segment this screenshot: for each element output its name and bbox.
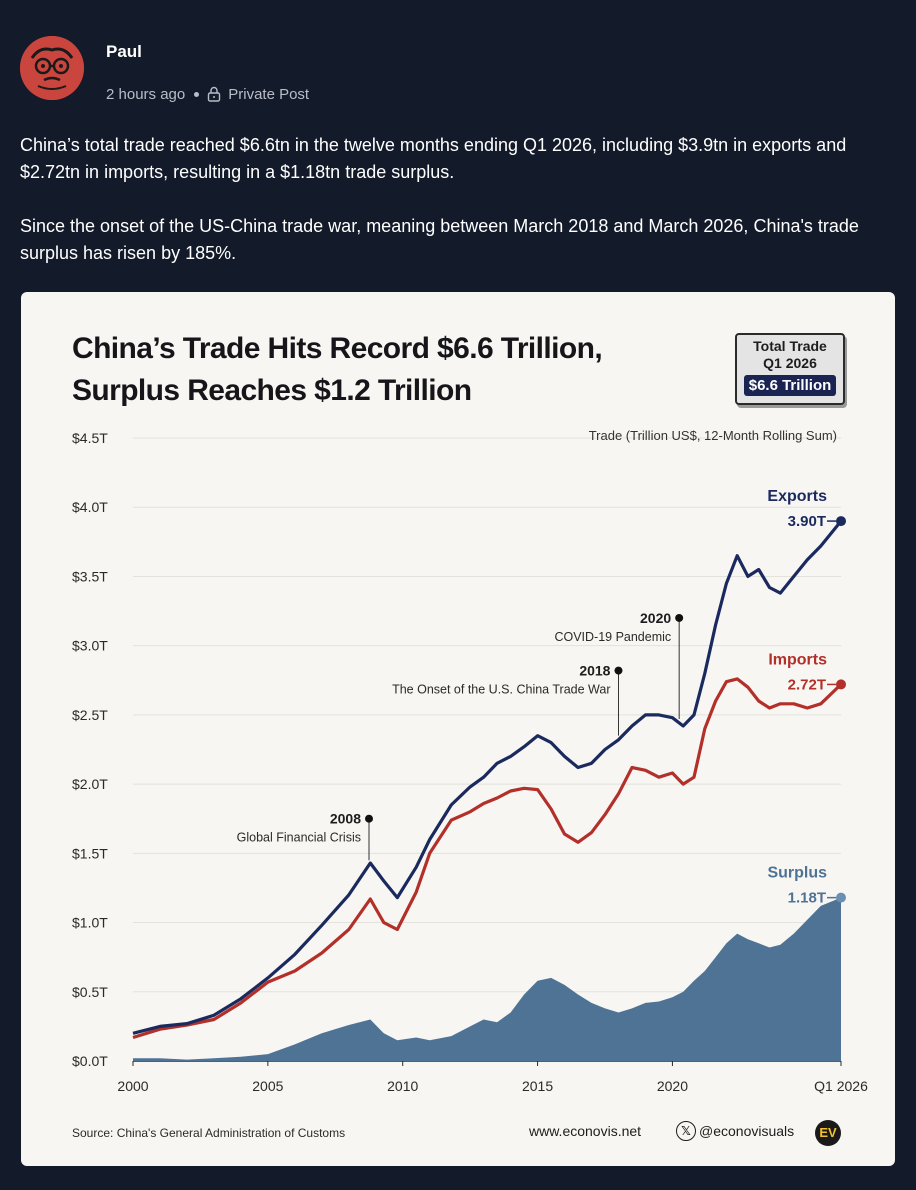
post-paragraph-1: China’s total trade reached $6.6tn in th… xyxy=(20,135,847,182)
y-tick-label: $4.5T xyxy=(72,430,108,446)
surplus-name-label: Surplus xyxy=(767,865,827,882)
imports-end-dot xyxy=(836,679,846,690)
y-tick-label: $0.5T xyxy=(72,984,108,1000)
chart-title-line-2: Surplus Reaches $1.2 Trillion xyxy=(72,374,472,407)
trade-chart: $0.0T $0.5T $1.0T $1.5T $2.0T $2.5T $3.0T $3.5T… xyxy=(72,428,868,1094)
x-tick-label: 2020 xyxy=(657,1078,688,1094)
annotation-text: The Onset of the U.S. China Trade War xyxy=(392,683,610,697)
surplus-value-label: 1.18T xyxy=(788,890,826,907)
annotation-text: Global Financial Crisis xyxy=(237,831,361,845)
econovis-logo-icon: EV xyxy=(815,1120,841,1146)
x-tick-label: 2000 xyxy=(117,1078,148,1094)
chart-title-line-1: China’s Trade Hits Record $6.6 Trillion, xyxy=(72,332,603,365)
avatar-face-icon xyxy=(20,36,84,100)
chart-website: www.econovis.net xyxy=(529,1123,642,1139)
handle-text: @econovisuals xyxy=(699,1123,795,1139)
badge-label: Total Trade xyxy=(753,338,827,354)
separator-dot xyxy=(194,91,200,97)
annotation-dot xyxy=(675,613,684,622)
annotations: 2008 Global Financial Crisis 2018 The Onset… xyxy=(237,610,684,861)
annotation-year: 2018 xyxy=(579,663,610,679)
surplus-area xyxy=(133,897,841,1061)
post-time: 2 hours ago xyxy=(106,85,186,103)
y-tick-label: $4.0T xyxy=(72,499,108,515)
post-paragraph-2: Since the onset of the US-China trade wa… xyxy=(20,216,859,263)
imports-line xyxy=(132,677,843,1040)
y-tick-label: $3.0T xyxy=(72,638,108,654)
x-tick-label: Q1 2026 xyxy=(814,1078,868,1094)
chart-social-handle: 𝕏 @econovisuals xyxy=(676,1121,794,1141)
exports-value-label: 3.90T xyxy=(788,513,826,530)
badge-value: $6.6 Trillion xyxy=(743,375,837,396)
annotation-dot xyxy=(365,814,373,823)
surplus-end-dot xyxy=(836,892,846,903)
badge-period: Q1 2026 xyxy=(763,355,817,371)
post-meta: 2 hours ago Private Post xyxy=(106,84,309,104)
annotation-text: COVID-19 Pandemic xyxy=(554,630,671,644)
y-tick-label: $2.0T xyxy=(72,776,108,792)
x-logo-icon: 𝕏 xyxy=(676,1121,696,1141)
chart-source: Source: China's General Administration o… xyxy=(72,1126,346,1140)
imports-name-label: Imports xyxy=(768,651,827,668)
annotation-year: 2008 xyxy=(330,811,361,827)
exports-line xyxy=(132,520,843,1035)
x-tick-label: 2010 xyxy=(387,1078,418,1094)
avatar[interactable] xyxy=(20,36,84,100)
y-tick-label: $2.5T xyxy=(72,707,108,723)
chart-title: China’s Trade Hits Record $6.6 Trillion,… xyxy=(72,328,632,412)
annotation-dot xyxy=(614,666,623,675)
x-tick-label: 2005 xyxy=(252,1078,283,1094)
y-tick-labels: $0.0T $0.5T $1.0T $1.5T $2.0T $2.5T $3.0T $3.5T… xyxy=(72,428,837,1069)
exports-end-dot xyxy=(836,516,846,527)
annotation-year: 2020 xyxy=(640,610,671,626)
chart-image-card[interactable]: $0.0T $0.5T $1.0T $1.5T $2.0T $2.5T $3.0T $3.5T… xyxy=(21,292,895,1166)
lock-icon xyxy=(208,86,221,102)
y-tick-label: $3.5T xyxy=(72,568,108,584)
post-header: Paul 2 hours ago Private Post xyxy=(20,36,900,106)
chart-subtitle: Trade (Trillion US$, 12-Month Rolling Su… xyxy=(589,428,837,443)
imports-value-label: 2.72T xyxy=(788,676,826,693)
post-body: China’s total trade reached $6.6tn in th… xyxy=(20,132,890,294)
series-end-labels: Exports 3.90T Imports 2.72T Surplus 1.18T xyxy=(767,488,846,907)
y-tick-label: $1.5T xyxy=(72,845,108,861)
post-visibility: Private Post xyxy=(228,85,310,103)
x-tick-label: 2015 xyxy=(522,1078,553,1094)
total-trade-badge: Total Trade Q1 2026 $6.6 Trillion xyxy=(735,333,845,405)
author-name[interactable]: Paul xyxy=(106,42,142,61)
exports-name-label: Exports xyxy=(767,488,827,505)
x-tick-labels: 2000 2005 2010 2015 2020 Q1 2026 xyxy=(117,1061,868,1094)
y-tick-label: $0.0T xyxy=(72,1053,108,1069)
y-tick-label: $1.0T xyxy=(72,915,108,931)
